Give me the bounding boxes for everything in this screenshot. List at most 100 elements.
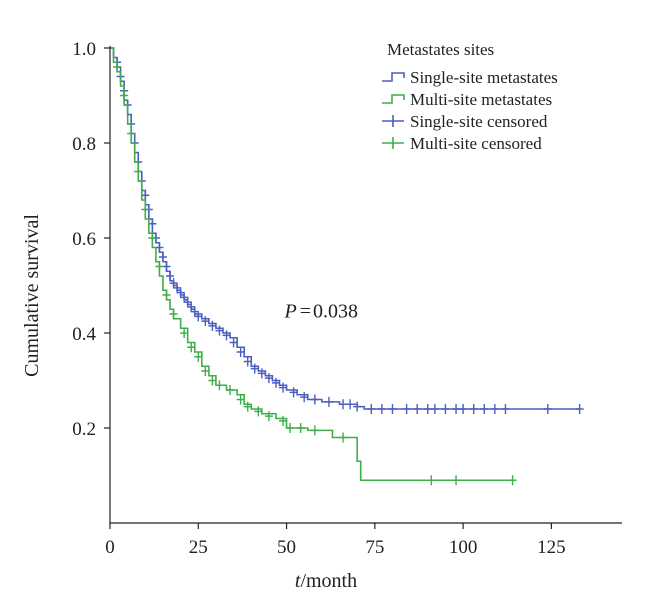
censor-mark: [441, 404, 450, 414]
censor-mark: [155, 261, 164, 272]
censor-mark: [271, 377, 280, 388]
censor-mark: [300, 392, 309, 403]
censor-mark: [346, 399, 355, 410]
censor-mark: [296, 423, 305, 433]
y-axis-title: Cumulative survival: [21, 214, 43, 377]
censor-mark: [187, 342, 196, 353]
x-axis-title: t/month: [295, 570, 357, 592]
censor-mark: [254, 406, 263, 417]
censor-mark: [176, 287, 185, 298]
censor-mark: [141, 204, 150, 215]
legend-entry: Multi-site censored: [382, 134, 542, 153]
y-tick-label: 0.8: [72, 134, 96, 155]
x-tick-label: 0: [105, 537, 115, 558]
censor-mark: [413, 404, 422, 414]
censor-mark: [222, 330, 231, 341]
legend-label: Single-site metastates: [410, 68, 558, 87]
legend-label: Multi-site metastates: [410, 90, 552, 109]
censor-mark: [279, 382, 288, 393]
censor-mark: [208, 320, 217, 331]
censor-mark: [236, 347, 245, 357]
legend-label: Single-site censored: [410, 112, 548, 131]
censor-mark: [148, 233, 157, 243]
censor-mark: [427, 475, 436, 486]
series-multi-site-metastates: [110, 47, 517, 486]
censor-mark: [423, 404, 432, 414]
censor-mark: [148, 218, 157, 229]
censor-mark: [575, 404, 584, 414]
legend-censor-swatch: [382, 137, 404, 149]
censor-mark: [201, 366, 210, 376]
x-axis-var: t: [295, 570, 301, 592]
censor-mark: [508, 475, 517, 486]
censor-mark: [201, 316, 210, 327]
censor-mark: [289, 387, 298, 398]
censor-mark: [183, 297, 192, 308]
censor-mark: [310, 394, 319, 405]
censor-mark: [257, 368, 266, 379]
legend-entry: Single-site metastates: [382, 68, 558, 87]
censor-mark: [208, 375, 217, 386]
censor-mark: [215, 325, 224, 336]
p-value-annotation: P = 0.038: [284, 300, 359, 322]
censor-mark: [194, 311, 203, 322]
censor-mark: [459, 404, 468, 414]
censor-mark: [430, 404, 439, 414]
legend-entry: Single-site censored: [382, 112, 548, 131]
censor-mark: [339, 399, 348, 410]
censor-mark: [480, 404, 489, 414]
legend-censor-swatch: [382, 115, 404, 127]
censor-mark: [264, 411, 273, 422]
censor-mark: [377, 404, 386, 414]
censor-mark: [286, 423, 295, 433]
x-axis-unit: month: [306, 570, 357, 592]
p-value-number: 0.038: [313, 300, 358, 322]
censor-mark: [141, 190, 150, 201]
legend-step-swatch: [382, 72, 405, 82]
series-layer: [110, 47, 584, 486]
censor-mark: [166, 271, 175, 281]
censor-mark: [469, 404, 478, 414]
legend-entry: Multi-site metastates: [382, 90, 552, 109]
censor-mark: [155, 242, 164, 253]
y-tick-label: 0.4: [72, 324, 96, 345]
x-tick-label: 100: [449, 537, 478, 558]
censor-mark: [180, 292, 189, 303]
legend-step-swatch: [382, 94, 405, 104]
censor-mark: [162, 261, 171, 272]
censor-mark: [190, 306, 199, 317]
censor-mark: [264, 373, 273, 384]
y-tick-label: 1.0: [72, 39, 96, 60]
p-value-var: P: [284, 300, 297, 322]
censor-mark: [402, 404, 411, 414]
y-tick-label: 0.6: [72, 229, 96, 250]
censor-mark: [324, 396, 333, 407]
y-tick-label: 0.2: [72, 419, 96, 440]
censor-mark: [353, 401, 362, 412]
x-tick-label: 125: [537, 537, 566, 558]
censor-mark: [158, 252, 167, 262]
x-axis-sep: /: [300, 570, 306, 592]
censor-mark: [501, 404, 510, 414]
censor-mark: [339, 432, 348, 443]
censor-mark: [169, 278, 178, 289]
censor-mark: [127, 128, 136, 139]
censor-mark: [187, 301, 196, 312]
censor-mark: [180, 328, 189, 338]
censor-mark: [490, 404, 499, 414]
censor-mark: [113, 62, 122, 72]
censor-mark: [388, 404, 397, 414]
censor-mark: [367, 404, 376, 414]
legend-label: Multi-site censored: [410, 134, 542, 153]
x-tick-label: 50: [277, 537, 296, 558]
censor-mark: [452, 475, 461, 486]
censor-mark: [173, 282, 182, 293]
legend-title: Metastates sites: [387, 40, 494, 59]
censor-mark: [162, 290, 171, 300]
legend: Metastates sites Single-site metastates M…: [382, 40, 558, 153]
censor-mark: [543, 404, 552, 414]
censor-mark: [452, 404, 461, 414]
censor-mark: [243, 401, 252, 412]
censor-mark: [229, 337, 238, 348]
censor-mark: [194, 351, 203, 362]
